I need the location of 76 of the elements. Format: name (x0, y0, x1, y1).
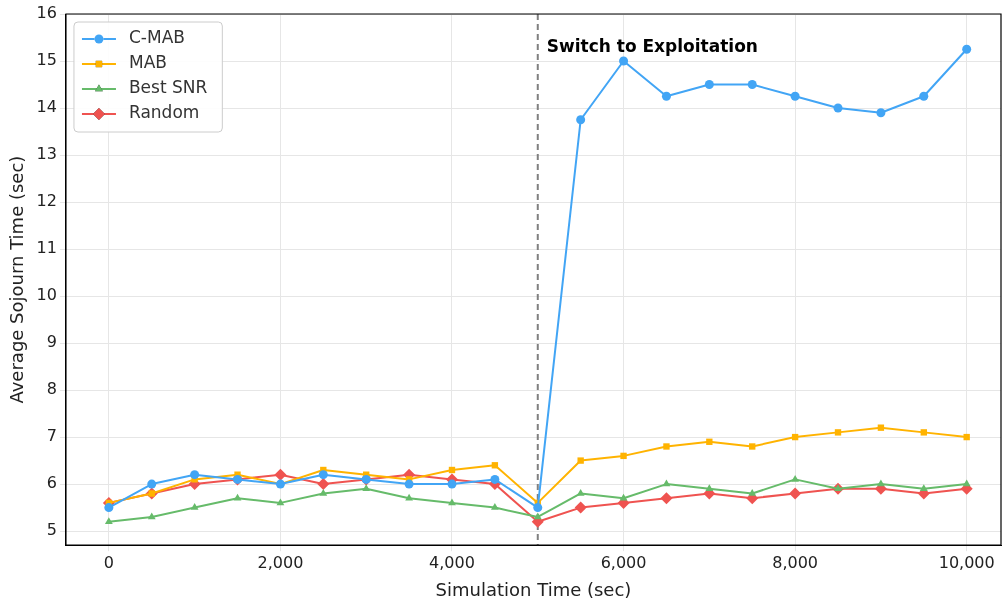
y-tick-label: 14 (36, 97, 57, 117)
annotation: Switch to Exploitation (546, 36, 758, 57)
point (274, 468, 287, 481)
point (147, 479, 157, 489)
point (318, 470, 328, 480)
point (706, 438, 713, 445)
point (276, 498, 285, 506)
y-tick-label: 7 (46, 426, 57, 446)
point (317, 478, 330, 491)
point (920, 429, 927, 436)
x-axis-title: Simulation Time (sec) (435, 578, 632, 600)
point (663, 443, 670, 450)
y-tick-label: 16 (36, 3, 57, 23)
point (404, 479, 414, 489)
point (834, 429, 842, 436)
y-tick-label: 5 (46, 520, 57, 540)
point (490, 474, 500, 484)
point (147, 512, 156, 520)
point (962, 479, 971, 487)
point (660, 492, 673, 505)
point (619, 56, 629, 66)
y-tick-label: 12 (36, 191, 57, 211)
point (749, 443, 756, 450)
x-tick-label: 10,000 (938, 552, 995, 572)
point (705, 484, 714, 492)
y-tick-label: 6 (46, 473, 57, 493)
point (104, 517, 113, 524)
point (620, 452, 627, 460)
x-tick-label: 4,000 (429, 552, 475, 572)
point (662, 479, 671, 487)
point (576, 488, 585, 496)
point (876, 108, 886, 118)
point (447, 479, 457, 489)
point (704, 80, 714, 90)
legend-label: MAB (128, 52, 167, 73)
point (576, 115, 586, 125)
point (789, 487, 802, 500)
point (919, 484, 928, 492)
x-tick-label: 0 (103, 552, 114, 572)
y-tick-label: 13 (36, 144, 57, 164)
point (448, 498, 456, 506)
legend-label: Random (128, 102, 200, 123)
point (619, 493, 628, 501)
point (919, 91, 929, 101)
y-tick-label: 15 (36, 50, 57, 70)
point (490, 503, 499, 510)
point (319, 488, 328, 496)
point (790, 91, 800, 101)
y-tick-label: 10 (36, 285, 57, 305)
point (190, 503, 199, 510)
point (748, 488, 757, 496)
y-tick-label: 11 (36, 238, 57, 258)
x-tick-label: 8,000 (772, 552, 819, 572)
y-tick-label: 9 (46, 332, 57, 352)
point (833, 103, 843, 113)
legend-label: Best SNR (128, 77, 208, 98)
x-tick-label: 6,000 (600, 552, 647, 572)
point (791, 474, 800, 482)
legend-label: C-MAB (128, 27, 185, 48)
point (791, 433, 799, 441)
x-tick-label: 2,000 (257, 552, 304, 572)
point (574, 501, 587, 514)
point (661, 91, 671, 101)
point (362, 484, 371, 492)
point (533, 503, 543, 513)
point (104, 503, 114, 513)
point (533, 512, 542, 520)
point (962, 44, 972, 54)
y-tick-label: 8 (46, 379, 57, 399)
point (747, 80, 757, 90)
point (877, 479, 885, 487)
point (877, 424, 885, 431)
point (233, 493, 242, 501)
y-axis-title: Average Sojourn Time (sec) (6, 155, 28, 404)
point (577, 457, 584, 464)
point (190, 470, 200, 480)
